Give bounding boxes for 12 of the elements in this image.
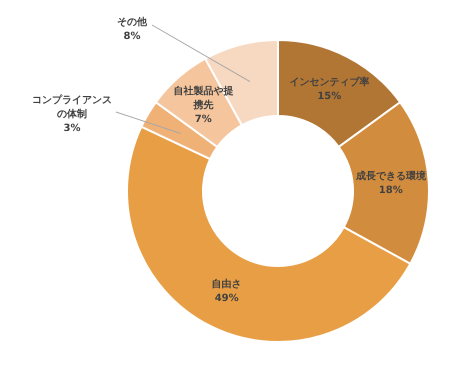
data-label: 15% (317, 91, 342, 102)
slice-label: 成長できる環境 (356, 170, 426, 182)
data-label: 18% (378, 184, 403, 196)
slice-label: その他 (117, 17, 147, 28)
slice-label: インセンティブ率 (289, 77, 370, 88)
slice-label: 自社製品や提携先 (173, 86, 234, 112)
slice-label: コンプライアンスの体制 (32, 95, 112, 120)
data-label: 3% (64, 123, 80, 134)
data-label: 7% (194, 114, 212, 126)
data-label: 8% (124, 31, 140, 42)
data-label: 49% (214, 292, 239, 304)
slice-label: 自由さ (212, 278, 242, 290)
